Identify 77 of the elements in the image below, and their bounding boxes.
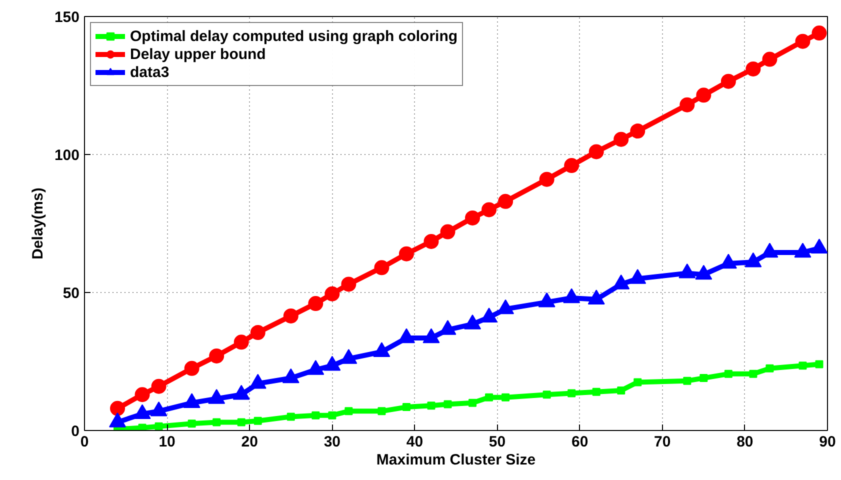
point <box>592 388 600 396</box>
point <box>588 144 604 160</box>
legend-label: Delay upper bound <box>130 45 266 63</box>
point <box>614 132 629 147</box>
point <box>209 348 224 364</box>
y-axis-title: Delay(ms) <box>29 188 46 260</box>
point <box>402 403 410 412</box>
y-tick-label: 100 <box>54 147 80 164</box>
point <box>324 286 340 302</box>
point <box>312 411 320 420</box>
x-tick-label: 40 <box>406 434 424 450</box>
point <box>188 420 196 428</box>
point <box>134 387 150 402</box>
point <box>564 158 580 174</box>
point <box>680 97 695 112</box>
point <box>724 370 732 378</box>
x-tick-label: 80 <box>736 434 754 450</box>
point <box>154 422 163 430</box>
point <box>465 210 480 226</box>
point <box>700 374 708 382</box>
point <box>234 334 249 350</box>
point <box>468 398 477 407</box>
y-tick-label: 150 <box>54 9 80 26</box>
point <box>766 364 774 372</box>
point <box>568 389 576 398</box>
point <box>440 224 456 240</box>
point <box>378 407 386 416</box>
point <box>308 296 324 312</box>
x-tick-label: 90 <box>819 434 836 450</box>
point <box>720 74 736 89</box>
point <box>542 390 551 399</box>
point <box>749 370 758 378</box>
point <box>482 202 497 218</box>
point <box>634 378 642 386</box>
point <box>746 61 761 76</box>
point <box>696 88 712 103</box>
point <box>110 400 126 416</box>
x-tick-label: 10 <box>158 434 176 450</box>
point <box>502 393 510 402</box>
point <box>539 172 554 187</box>
point <box>184 360 200 376</box>
x-tick-label: 20 <box>241 434 258 450</box>
point <box>427 402 436 410</box>
point <box>424 234 439 249</box>
y-tick-label: 50 <box>62 285 80 302</box>
point <box>138 424 146 430</box>
point <box>283 308 298 324</box>
point <box>212 418 221 426</box>
point <box>374 260 390 276</box>
point <box>815 360 824 368</box>
point <box>254 416 262 425</box>
x-tick-label: 60 <box>571 434 588 450</box>
point <box>444 400 452 408</box>
point <box>762 52 778 67</box>
x-axis-title: Maximum Cluster Size <box>376 452 536 468</box>
point <box>798 362 807 370</box>
point <box>341 276 356 292</box>
x-tick-label: 50 <box>488 434 506 450</box>
point <box>795 34 810 49</box>
point <box>683 376 692 385</box>
x-tick-label: 70 <box>654 434 671 450</box>
point <box>250 325 266 340</box>
legend-label: Optimal delay computed using graph coloring <box>130 27 458 45</box>
point <box>151 378 166 394</box>
point <box>498 194 514 209</box>
point <box>328 411 336 420</box>
point <box>630 124 646 139</box>
point <box>344 407 353 416</box>
point <box>485 393 494 402</box>
y-tick-label: 0 <box>71 423 80 440</box>
point <box>812 26 827 41</box>
point <box>237 418 246 426</box>
x-tick-label: 30 <box>324 434 341 450</box>
point <box>286 412 295 421</box>
point <box>398 246 414 262</box>
point <box>617 386 626 394</box>
legend-label: data3 <box>130 63 170 81</box>
